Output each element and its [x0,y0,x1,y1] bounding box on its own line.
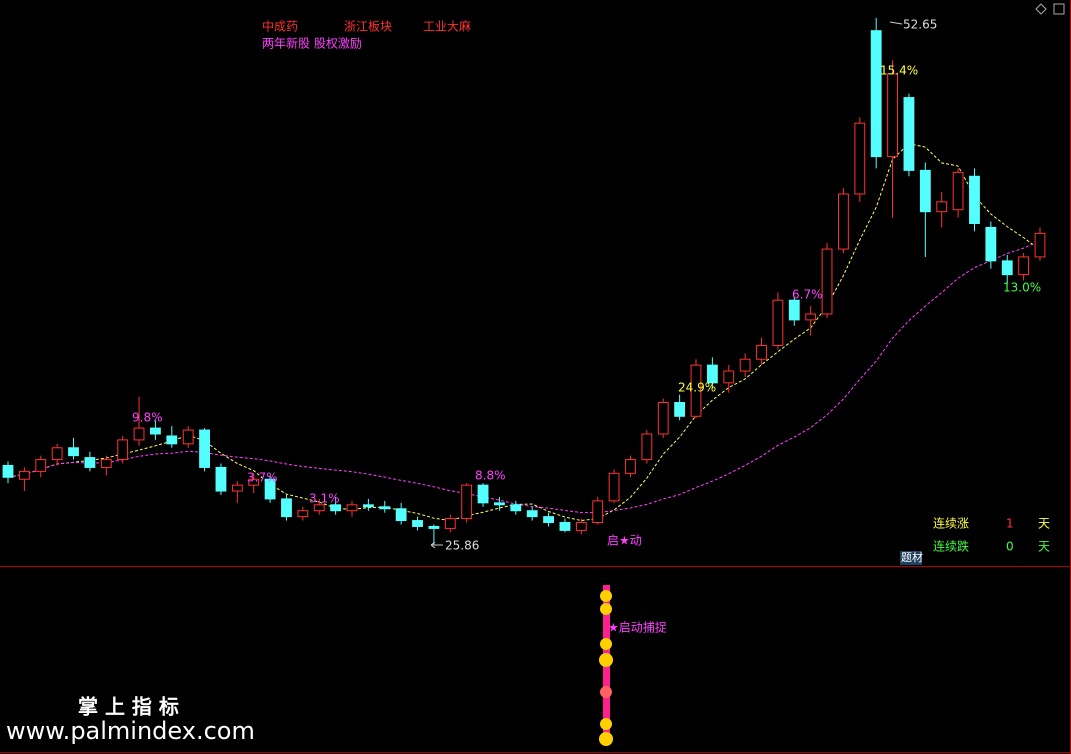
candle-body [641,433,653,461]
candle-body [919,169,931,213]
candle-body [379,506,391,510]
candle-body [2,464,14,478]
watermark-url: www.palmindex.com [6,717,255,745]
tag: 中成药 [262,19,298,34]
candle-body [854,122,866,195]
pointer [430,541,443,549]
candle-body [1001,260,1013,276]
candle-body [281,498,292,518]
candle-body [952,171,964,211]
candle-body [739,358,751,372]
candle-body [625,459,636,474]
candle-body [461,484,473,520]
candle-body [805,313,817,321]
annotation: 13.0% [1003,281,1041,295]
signal-icons [599,590,613,746]
candle-body [248,478,260,486]
candle-body [575,522,587,531]
candle-body [215,466,227,492]
candle-body [264,478,276,500]
candle-body [887,73,898,158]
candle-body [100,459,112,468]
candle-body [821,248,833,315]
badge-bg [900,551,922,565]
streak-label: 连续涨 [933,516,969,531]
candle-body [412,520,423,527]
candle-body [444,518,456,529]
candle-body [362,504,374,508]
candle-body [706,364,718,384]
candle-body [510,504,522,512]
candle-body [690,364,702,417]
tag: 工业大麻 [423,19,471,34]
min-label: 25.86 [445,539,479,553]
candle-body [657,402,669,435]
candle-body [903,97,915,171]
candle-body [936,201,948,213]
candle-body [117,439,129,461]
candle-body [150,427,161,435]
signal-text: ★启动捕捉 [608,620,667,635]
annotation: 3.1% [309,492,340,506]
candle-body [838,193,849,250]
candle-body [395,508,407,522]
candle-body [608,472,620,502]
candle-body [870,30,882,158]
candle-body [166,435,178,445]
candle-body [1034,232,1046,258]
concepts: 两年新股 股权激励 [262,36,362,51]
candle-body [133,427,145,441]
streak-unit: 天 [1038,517,1050,531]
annotation: 3.7% [247,471,278,485]
candle-body [182,429,194,445]
streak-days: 1 [1006,517,1014,531]
candle-body [428,525,440,529]
moving-average [7,143,1041,522]
candle-body [526,510,538,518]
candle-body [494,502,505,506]
candle-body [772,299,784,346]
candle-body [543,516,554,524]
candle-body [1018,256,1030,276]
annotation: 24.9% [678,381,716,395]
candle-body [199,429,210,468]
tag: 浙江板块 [344,20,392,34]
window-icons [1035,3,1065,15]
pointer [889,21,903,25]
plot [2,17,1046,545]
candle-body [477,484,489,504]
watermark-title: 掌 上 指 标 [78,695,179,719]
streak-label: 连续跌 [933,539,969,554]
candle-body [559,522,571,531]
annotation: 15.4% [880,64,918,78]
candle-body [51,447,63,461]
candle-body [18,470,30,480]
streak-unit: 天 [1038,540,1050,554]
candle-body [330,504,342,512]
candle-body [231,484,243,492]
moving-average [7,240,1041,514]
candle-body [35,459,47,472]
candle-body [969,175,980,224]
candle-body [756,344,767,360]
candle-body [985,226,997,262]
max-label: 52.65 [903,18,937,32]
annotation: 6.7% [792,288,823,302]
candle-body [788,299,800,321]
candle-body [68,447,79,457]
candle-body [723,370,735,384]
candle-body [84,457,96,468]
candle-body [297,510,309,518]
candle-body [592,500,604,524]
candle-body [346,504,358,512]
streak-days: 0 [1006,540,1014,554]
annotation: 8.8% [475,469,506,483]
candle-body [313,504,325,512]
annotation: 9.8% [132,411,163,425]
badge: 题材 [901,550,923,564]
start-label: 启★动 [607,534,642,548]
candle-body [674,402,686,417]
